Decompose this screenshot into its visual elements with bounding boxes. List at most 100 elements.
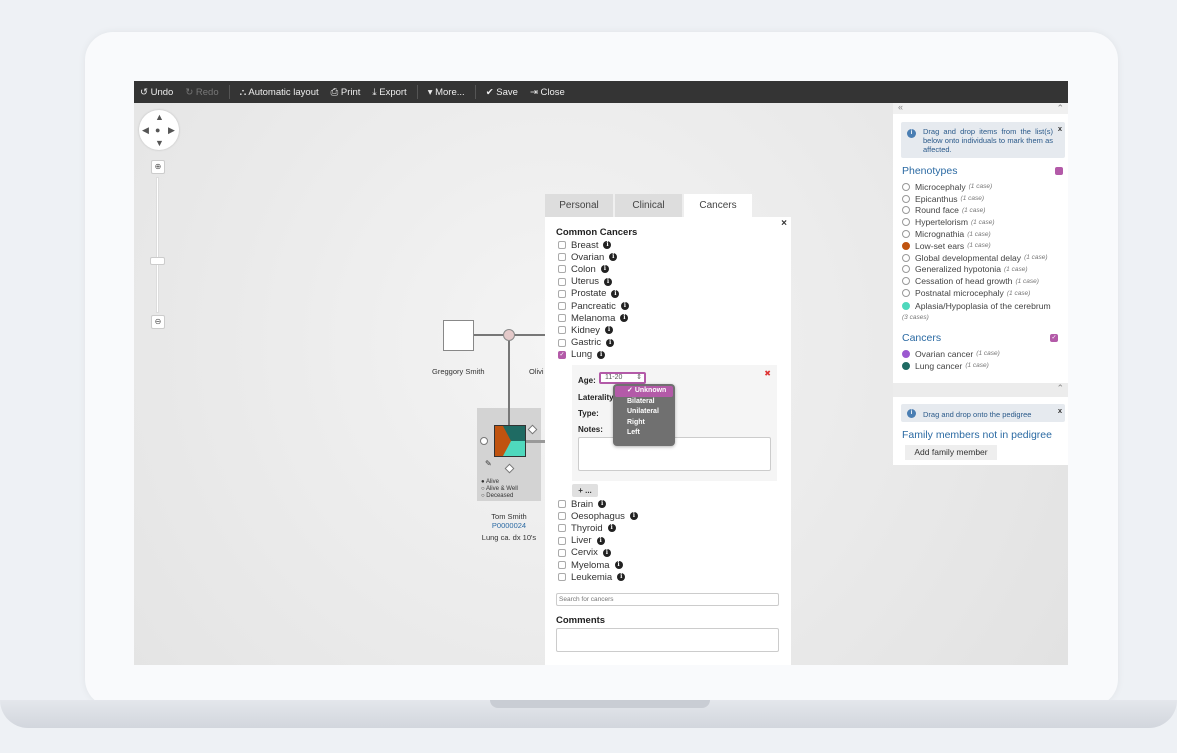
legend-item[interactable]: Micrognathia (1 case) (902, 228, 1067, 240)
info-icon[interactable]: i (606, 338, 615, 347)
pencil-icon[interactable]: ✎ (485, 459, 492, 468)
zoom-slider-track[interactable] (156, 177, 159, 313)
remove-icon[interactable]: ✖ (764, 369, 771, 378)
info-icon[interactable]: i (620, 314, 629, 323)
checkbox[interactable] (558, 338, 566, 347)
close-icon[interactable]: x (1057, 124, 1062, 133)
checkbox[interactable] (558, 573, 566, 582)
info-icon[interactable]: i (598, 500, 607, 509)
add-cancer-button[interactable]: + ... (572, 484, 598, 497)
checkbox[interactable] (558, 536, 566, 545)
legend-item[interactable]: Postnatal microcephaly (1 case) (902, 287, 1067, 299)
close-button[interactable]: ⇥ Close (529, 86, 565, 98)
close-icon[interactable]: x (1057, 406, 1062, 415)
checkbox[interactable] (558, 500, 566, 509)
info-icon[interactable]: i (620, 302, 629, 311)
info-icon[interactable]: i (614, 561, 623, 570)
dropdown-option[interactable]: Right (613, 418, 675, 429)
checkbox[interactable]: ✓ (558, 350, 566, 359)
chevron-up-icon[interactable]: ⌃ (1056, 383, 1064, 393)
close-icon[interactable]: × (781, 218, 787, 229)
info-icon[interactable]: i (629, 512, 638, 521)
more-button[interactable]: ▾ More... (427, 86, 465, 98)
pedigree-node-proband[interactable] (494, 425, 526, 457)
automatic-layout-button[interactable]: ⛬ Automatic layout (239, 86, 319, 98)
cancer-item[interactable]: Thyroid i (558, 522, 638, 534)
tab-clinical[interactable]: Clinical (615, 194, 682, 217)
collapse-phenotypes-button[interactable] (1055, 167, 1063, 175)
search-cancers-input[interactable] (556, 593, 779, 606)
arrow-up-icon[interactable]: ▲ (155, 112, 164, 122)
legend-item[interactable]: Round face (1 case) (902, 205, 1067, 217)
checkbox[interactable] (558, 302, 566, 311)
laterality-dropdown-menu[interactable]: ✓ Unknown Bilateral Unilateral Right Left (613, 384, 675, 446)
info-icon[interactable]: i (602, 548, 611, 557)
legend-item[interactable]: Cessation of head growth (1 case) (902, 275, 1067, 287)
checkbox[interactable] (558, 548, 566, 557)
person-icon[interactable]: ● (155, 125, 161, 135)
add-parent-handle[interactable] (480, 437, 488, 445)
checkbox[interactable] (558, 524, 566, 533)
checkbox[interactable] (558, 253, 566, 262)
arrow-right-icon[interactable]: ▶ (168, 125, 175, 135)
cancer-item[interactable]: Ovarian i (558, 251, 629, 263)
status-alive-well[interactable]: ○ Alive & Well (481, 486, 518, 492)
comments-textarea[interactable] (556, 628, 779, 652)
cancer-item[interactable]: Uterus i (558, 276, 629, 288)
checkbox[interactable] (558, 241, 566, 250)
zoom-out-icon[interactable]: ⊖ (151, 315, 165, 329)
cancers-checkbox[interactable]: ✓ (1050, 334, 1058, 342)
info-icon[interactable]: i (605, 326, 614, 335)
info-icon[interactable]: i (596, 536, 605, 545)
legend-item[interactable]: Lung cancer (1 case) (902, 360, 1067, 372)
info-icon[interactable]: i (603, 277, 612, 286)
checkbox[interactable] (558, 326, 566, 335)
status-deceased[interactable]: ○ Deceased (481, 493, 514, 499)
checkbox[interactable] (558, 314, 566, 323)
dropdown-option[interactable]: Bilateral (613, 397, 675, 408)
cancer-item[interactable]: Gastric i (558, 337, 629, 349)
cancer-item[interactable]: Kidney i (558, 324, 629, 336)
arrow-left-icon[interactable]: ◀ (142, 125, 149, 135)
checkbox[interactable] (558, 277, 566, 286)
checkbox[interactable] (558, 512, 566, 521)
tab-cancers[interactable]: Cancers (684, 194, 752, 217)
print-button[interactable]: ⎙ Print (330, 86, 361, 98)
info-icon[interactable]: i (600, 265, 609, 274)
cancer-item[interactable]: Colon i (558, 263, 629, 275)
info-icon[interactable]: i (611, 289, 620, 298)
legend-item[interactable]: Low-set ears (1 case) (902, 240, 1067, 252)
legend-item[interactable]: Epicanthus (1 case) (902, 193, 1067, 205)
dropdown-option[interactable]: Left (613, 428, 675, 439)
export-button[interactable]: ⤓ Export (372, 86, 407, 98)
add-family-member-button[interactable]: Add family member (905, 445, 997, 460)
status-alive[interactable]: ● Alive (481, 479, 499, 485)
pedigree-node-male[interactable] (443, 320, 474, 351)
tab-personal[interactable]: Personal (545, 194, 613, 217)
partnership-node[interactable] (503, 329, 515, 341)
info-icon[interactable]: i (603, 241, 612, 250)
cancer-item[interactable]: ✓ Lung i (558, 349, 629, 361)
undo-button[interactable]: ↺ Undo (140, 86, 174, 98)
cancer-item[interactable]: Cervix i (558, 547, 638, 559)
legend-item[interactable]: Global developmental delay (1 case) (902, 252, 1067, 264)
cancer-item[interactable]: Pancreatic i (558, 300, 629, 312)
cancer-item[interactable]: Prostate i (558, 288, 629, 300)
checkbox[interactable] (558, 289, 566, 298)
checkbox[interactable] (558, 561, 566, 570)
cancer-item[interactable]: Myeloma i (558, 559, 638, 571)
age-select[interactable]: 11-20 ⇕ (599, 372, 646, 384)
cancer-item[interactable]: Melanoma i (558, 312, 629, 324)
legend-item[interactable]: Hypertelorism (1 case) (902, 216, 1067, 228)
dropdown-option[interactable]: ✓ Unknown (615, 386, 673, 397)
status-options[interactable]: ● Alive ○ Alive & Well ○ Deceased (481, 479, 518, 500)
cancer-item[interactable]: Liver i (558, 535, 638, 547)
info-icon[interactable]: i (617, 573, 626, 582)
pan-control[interactable]: ▲ ◀ ● ▶ ▼ (139, 110, 179, 150)
cancer-item[interactable]: Breast i (558, 239, 629, 251)
redo-button[interactable]: ↻ Redo (185, 86, 219, 98)
cancer-item[interactable]: Oesophagus i (558, 510, 638, 522)
person-id-link[interactable]: P0000024 (491, 521, 527, 530)
legend-item[interactable]: Microcephaly (1 case) (902, 181, 1067, 193)
cancer-item[interactable]: Brain i (558, 498, 638, 510)
